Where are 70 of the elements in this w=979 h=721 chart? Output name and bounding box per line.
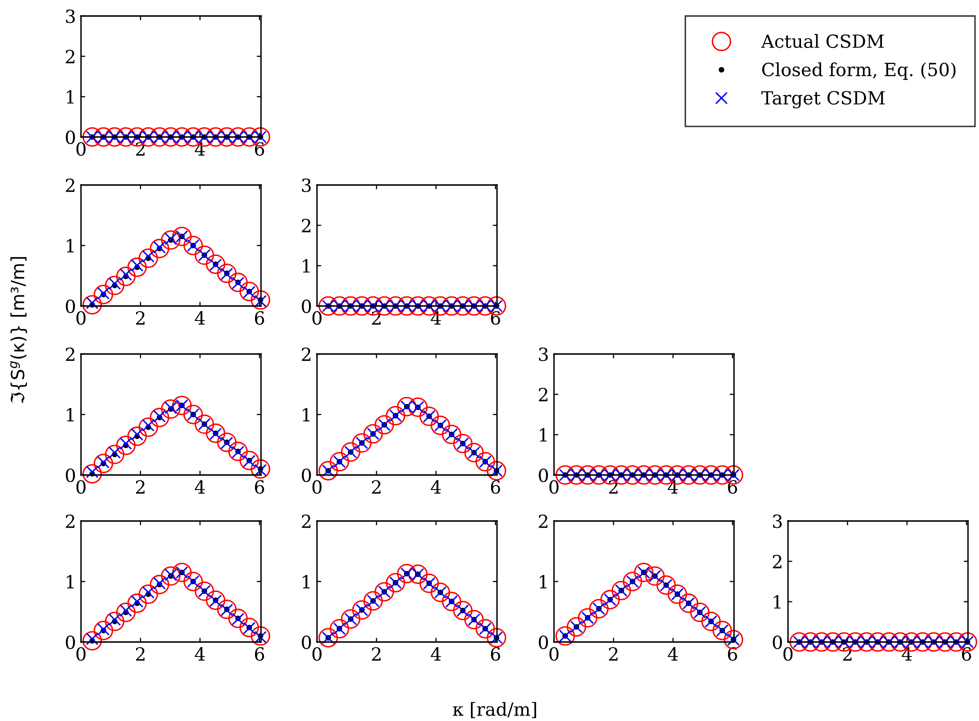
y-tick-label: 1 (540, 574, 547, 588)
x-tick-label: 2 (136, 480, 144, 494)
y-tick-label: 1 (540, 428, 547, 442)
x-axis-title: κ [rad/m] (452, 702, 536, 718)
y-tick-label: 1 (66, 408, 74, 422)
x-tick-label: 6 (254, 647, 264, 661)
y-tick-label: 2 (66, 347, 74, 361)
y-tick-label: 2 (302, 514, 310, 528)
x-tick-label: 6 (490, 480, 500, 494)
x-tick-label: 4 (194, 647, 205, 661)
y-axis-title: ℑ{S$^{g}$(κ)} [m³/m] (10, 257, 28, 404)
x-tick-label: 2 (608, 647, 618, 661)
y-tick-label: 2 (66, 178, 74, 192)
x-tick-label: 6 (728, 480, 738, 494)
x-tick-label: 0 (76, 311, 86, 325)
x-tick-label: 0 (76, 647, 86, 661)
y-tick-label: 0 (538, 468, 548, 482)
y-tick-label: 1 (66, 574, 74, 588)
x-tick-label: 4 (194, 311, 205, 325)
y-tick-label: 1 (774, 595, 781, 609)
y-tick-label: 1 (302, 259, 310, 273)
y-tick-label: 0 (302, 299, 311, 314)
y-tick-label: 0 (302, 635, 311, 650)
y-tick-label: 2 (302, 218, 310, 232)
y-tick-label: 3 (66, 9, 75, 24)
x-tick-label: 0 (312, 647, 322, 661)
y-tick-label: 3 (539, 347, 548, 362)
x-tick-label: 2 (372, 647, 380, 661)
x-tick-label: 6 (490, 647, 500, 661)
y-tick-label: 0 (66, 130, 75, 144)
y-tick-label: 2 (302, 347, 310, 361)
x-tick-label: 2 (372, 480, 380, 494)
y-tick-label: 2 (66, 50, 74, 64)
x-tick-label: 6 (962, 647, 972, 661)
x-tick-label: 6 (254, 480, 264, 494)
x-tick-label: 2 (136, 647, 144, 661)
x-tick-label: 0 (783, 647, 793, 661)
y-tick-label: 1 (66, 238, 74, 252)
y-tick-label: 0 (772, 635, 782, 650)
y-tick-label: 0 (66, 468, 75, 482)
x-tick-label: 6 (254, 142, 264, 156)
y-tick-label: 1 (302, 408, 310, 422)
x-tick-label: 0 (312, 311, 322, 325)
y-tick-label: 2 (538, 388, 548, 402)
y-tick-label: 0 (538, 635, 548, 650)
x-tick-label: 4 (430, 480, 441, 494)
x-tick-label: 0 (312, 480, 322, 494)
x-tick-label: 4 (668, 647, 678, 661)
x-tick-label: 0 (549, 480, 559, 494)
x-tick-label: 0 (76, 480, 86, 494)
y-tick-label: 1 (66, 90, 74, 104)
legend-label: Actual CSDM (761, 34, 884, 48)
x-tick-label: 6 (490, 311, 500, 325)
y-tick-label: 3 (302, 178, 311, 192)
x-tick-label: 0 (76, 142, 86, 156)
legend-label: Target CSDM (761, 90, 885, 108)
y-tick-label: 2 (66, 514, 74, 528)
x-tick-label: 4 (194, 480, 205, 494)
y-tick-label: 1 (302, 574, 310, 588)
y-tick-label: 3 (773, 514, 782, 528)
y-tick-label: 0 (66, 299, 75, 314)
x-tick-label: 2 (136, 311, 144, 325)
y-tick-label: 2 (538, 514, 548, 528)
y-tick-label: 0 (66, 635, 75, 650)
x-tick-label: 0 (549, 647, 559, 661)
x-tick-label: 6 (254, 311, 264, 325)
y-tick-label: 2 (772, 554, 782, 568)
y-tick-label: 0 (302, 468, 311, 482)
x-tick-label: 4 (430, 647, 441, 661)
legend-label: Closed form, Eq. (50) (762, 62, 956, 80)
